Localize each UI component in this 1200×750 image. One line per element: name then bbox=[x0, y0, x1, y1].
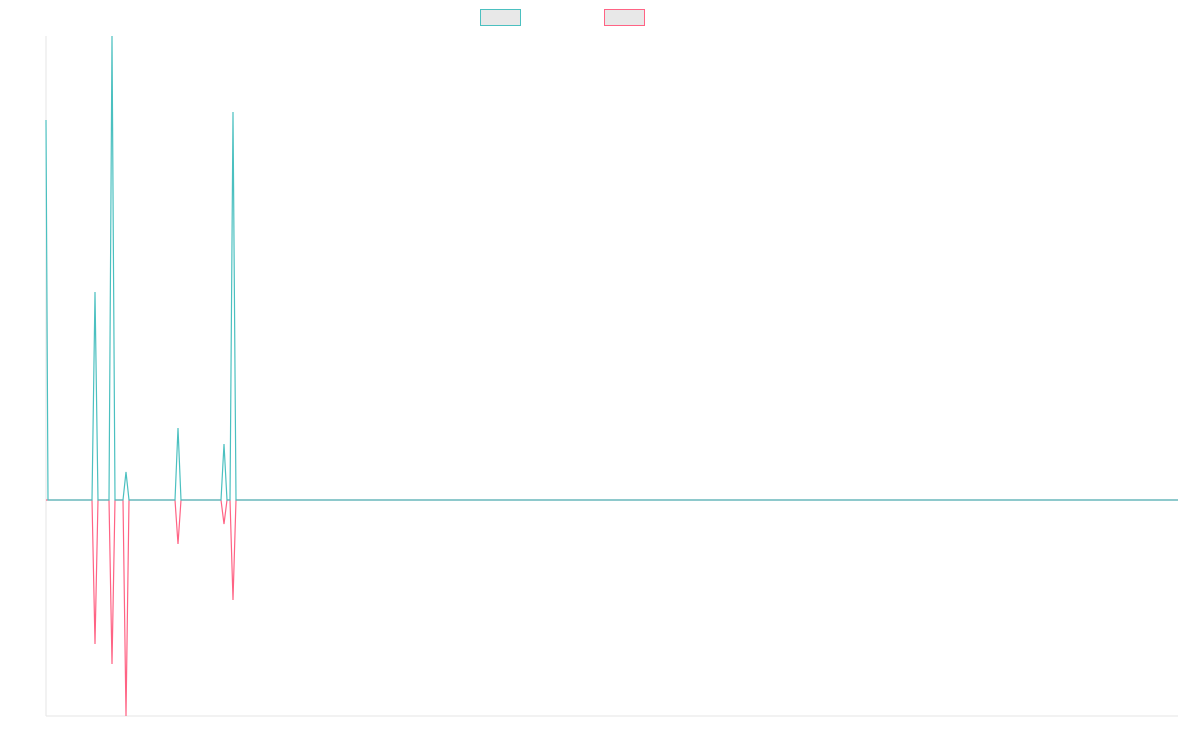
legend-swatch bbox=[480, 9, 521, 26]
series-line bbox=[46, 499, 1178, 717]
legend-swatch bbox=[604, 9, 645, 26]
series-line bbox=[45, 35, 1178, 501]
